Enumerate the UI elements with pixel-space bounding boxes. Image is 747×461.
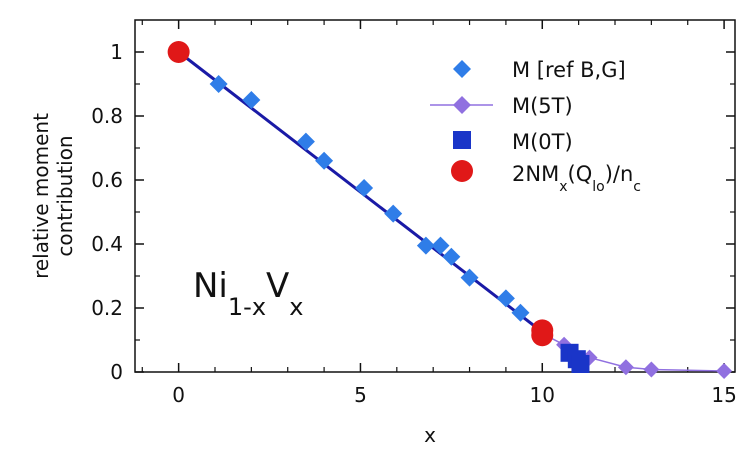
legend-marker-ref bbox=[453, 60, 471, 78]
series-ref-point bbox=[460, 268, 479, 287]
composition-annotation: Ni1-xVx bbox=[193, 266, 304, 321]
y-tick-label: 0 bbox=[110, 360, 123, 384]
legend-marker-nm bbox=[451, 160, 473, 182]
legend-marker-0t bbox=[453, 131, 471, 149]
series-ref-point bbox=[416, 236, 435, 255]
legend-label-0t: M(0T) bbox=[512, 130, 573, 154]
series-ref-point bbox=[384, 204, 403, 223]
series-nm-point bbox=[531, 324, 554, 347]
data-marks bbox=[167, 41, 733, 380]
annotation-sub-1: 1-x bbox=[228, 293, 266, 321]
x-axis-label: x bbox=[424, 423, 436, 447]
annotation-v: V bbox=[266, 266, 289, 306]
legend-nm-sub2: lo bbox=[592, 179, 604, 195]
y-tick-label: 0.4 bbox=[91, 232, 123, 256]
legend-nm-part2: (Q bbox=[568, 162, 593, 186]
legend-marker-5t bbox=[453, 96, 471, 114]
legend-label-nm: 2NMx(Qlo)/nc bbox=[512, 162, 641, 195]
y-tick-label: 0.6 bbox=[91, 168, 123, 192]
series-ref-point bbox=[209, 75, 228, 93]
x-tick-label: 10 bbox=[530, 383, 555, 407]
series-0t-point bbox=[571, 355, 590, 373]
series-ref-point bbox=[431, 236, 450, 255]
legend-nm-sub1: x bbox=[559, 179, 567, 195]
legend-nm-part1: 2NM bbox=[512, 162, 559, 186]
legend-label-ref: M [ref B,G] bbox=[512, 58, 626, 82]
y-axis-label-line2: contribution bbox=[53, 135, 77, 256]
y-tick-label: 1 bbox=[110, 40, 123, 64]
y-axis-label-line1: relative moment bbox=[29, 113, 53, 279]
axis-tick-labels: 0 5 10 15 0 0.2 0.4 0.6 0.8 1 bbox=[91, 40, 737, 407]
legend-nm-sub3: c bbox=[633, 179, 641, 195]
legend-label-5t: M(5T) bbox=[512, 94, 573, 118]
y-tick-label: 0.2 bbox=[91, 296, 123, 320]
series-ref-point bbox=[496, 289, 515, 308]
series-ref-point bbox=[355, 179, 374, 197]
series-ref-point bbox=[315, 151, 334, 170]
y-axis-label: relative moment contribution bbox=[29, 113, 77, 279]
plot-frame bbox=[134, 19, 736, 373]
series-ref-point bbox=[511, 303, 530, 322]
annotation-ni: Ni bbox=[193, 266, 228, 306]
x-tick-label: 5 bbox=[354, 383, 367, 407]
series-5t-point bbox=[716, 363, 733, 380]
annotation-sub-2: x bbox=[289, 293, 303, 321]
series-5t-point bbox=[643, 361, 660, 378]
legend: M [ref B,G] M(5T) M(0T) 2NMx(Qlo)/nc bbox=[430, 58, 641, 195]
y-tick-label: 0.8 bbox=[91, 104, 123, 128]
series-ref-point bbox=[242, 91, 261, 109]
series-ref-point bbox=[442, 247, 461, 266]
legend-nm-part3: )/n bbox=[605, 162, 634, 186]
series-ref-point bbox=[296, 132, 315, 151]
series-5t-point bbox=[617, 359, 634, 376]
x-tick-label: 15 bbox=[711, 383, 736, 407]
series-nm-point bbox=[167, 41, 190, 63]
x-tick-label: 0 bbox=[172, 383, 185, 407]
axis-ticks bbox=[135, 20, 735, 373]
